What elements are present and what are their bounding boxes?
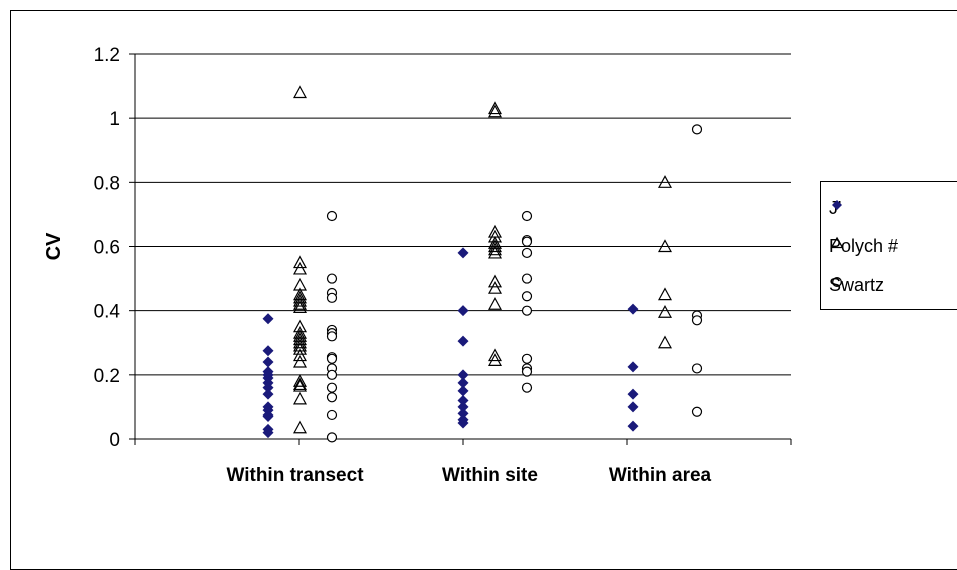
data-point-jprime — [263, 357, 274, 368]
y-tick-label: 0.4 — [94, 302, 121, 323]
diamond-marker-icon — [829, 197, 845, 213]
legend: J' Polych # Swartz — [820, 181, 957, 310]
gridlines — [135, 54, 791, 375]
legend-item-j: J' — [829, 197, 841, 219]
y-tick-labels: 0 0.2 0.4 0.6 0.8 1 1.2 — [94, 45, 121, 451]
data-point-swartz — [693, 316, 702, 325]
data-point-swartz — [523, 383, 532, 392]
y-tick-label: 0 — [109, 430, 120, 451]
y-tick-label: 1 — [109, 109, 120, 130]
y-tick-label: 0.8 — [94, 173, 120, 194]
legend-item-polych: Polych # — [829, 235, 898, 257]
data-point-jprime — [458, 305, 469, 316]
x-category-labels: Within transect Within site Within area — [226, 465, 711, 486]
data-point-swartz — [328, 293, 337, 302]
data-point-jprime — [628, 389, 639, 400]
y-tick-label: 1.2 — [94, 45, 120, 66]
data-point-swartz — [328, 370, 337, 379]
circle-marker-icon — [829, 274, 845, 290]
y-tick-label: 0.6 — [94, 238, 120, 259]
y-axis-label: CV — [43, 232, 65, 260]
data-point-swartz — [693, 407, 702, 416]
data-point-polych — [489, 298, 501, 309]
data-point-jprime — [263, 389, 274, 400]
data-point-swartz — [523, 367, 532, 376]
data-point-swartz — [693, 364, 702, 373]
data-point-swartz — [328, 393, 337, 402]
data-point-swartz — [523, 354, 532, 363]
data-point-polych — [659, 306, 671, 317]
data-point-jprime — [263, 411, 274, 422]
data-point-swartz — [328, 383, 337, 392]
data-point-jprime — [628, 361, 639, 372]
data-points — [263, 87, 702, 442]
x-category-label: Within site — [442, 465, 538, 486]
data-point-swartz — [328, 274, 337, 283]
data-point-swartz — [693, 125, 702, 134]
data-point-jprime — [628, 401, 639, 412]
data-point-jprime — [263, 313, 274, 324]
data-point-polych — [489, 103, 501, 114]
data-point-swartz — [523, 212, 532, 221]
data-point-swartz — [328, 332, 337, 341]
axes — [129, 54, 791, 445]
data-point-swartz — [523, 248, 532, 257]
data-point-swartz — [328, 433, 337, 442]
data-point-swartz — [523, 274, 532, 283]
data-point-swartz — [328, 410, 337, 419]
data-point-jprime — [628, 421, 639, 432]
y-tick-label: 0.2 — [94, 366, 120, 387]
data-point-swartz — [523, 306, 532, 315]
data-point-polych — [659, 337, 671, 348]
data-point-polych — [294, 422, 306, 433]
data-point-swartz — [523, 237, 532, 246]
data-point-jprime — [628, 304, 639, 315]
legend-item-swartz: Swartz — [829, 274, 884, 296]
data-point-swartz — [328, 354, 337, 363]
data-point-polych — [659, 289, 671, 300]
data-point-jprime — [263, 345, 274, 356]
triangle-marker-icon — [829, 235, 845, 251]
data-point-polych — [294, 87, 306, 98]
x-category-label: Within transect — [226, 465, 364, 486]
x-category-label: Within area — [609, 465, 712, 486]
data-point-swartz — [523, 292, 532, 301]
data-point-polych — [294, 393, 306, 404]
data-point-jprime — [458, 247, 469, 258]
data-point-jprime — [458, 336, 469, 347]
data-point-jprime — [458, 385, 469, 396]
data-point-swartz — [328, 212, 337, 221]
